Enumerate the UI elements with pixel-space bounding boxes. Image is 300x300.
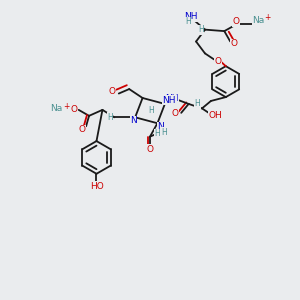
- Text: N: N: [130, 116, 137, 125]
- Text: NH: NH: [163, 96, 176, 105]
- Text: H: H: [198, 25, 204, 34]
- Text: O: O: [215, 57, 222, 66]
- Text: H: H: [185, 17, 191, 26]
- Text: HO: HO: [90, 182, 104, 191]
- Text: Na: Na: [50, 104, 62, 113]
- Text: H: H: [107, 113, 113, 122]
- Text: +: +: [64, 102, 70, 111]
- Text: O: O: [233, 17, 240, 26]
- Text: H: H: [148, 106, 154, 115]
- Text: O: O: [146, 145, 154, 154]
- Text: +: +: [264, 13, 271, 22]
- Text: H: H: [154, 129, 160, 138]
- Text: O: O: [109, 87, 116, 96]
- Text: O: O: [79, 125, 86, 134]
- Text: O: O: [230, 39, 237, 48]
- Text: O: O: [172, 109, 179, 118]
- Text: N: N: [158, 122, 164, 131]
- Text: OH: OH: [208, 111, 222, 120]
- Text: Na: Na: [252, 16, 265, 25]
- Text: NH: NH: [165, 94, 178, 103]
- Text: NH: NH: [184, 12, 198, 21]
- Text: H: H: [195, 99, 200, 108]
- Text: O: O: [71, 105, 78, 114]
- Text: H: H: [161, 128, 167, 137]
